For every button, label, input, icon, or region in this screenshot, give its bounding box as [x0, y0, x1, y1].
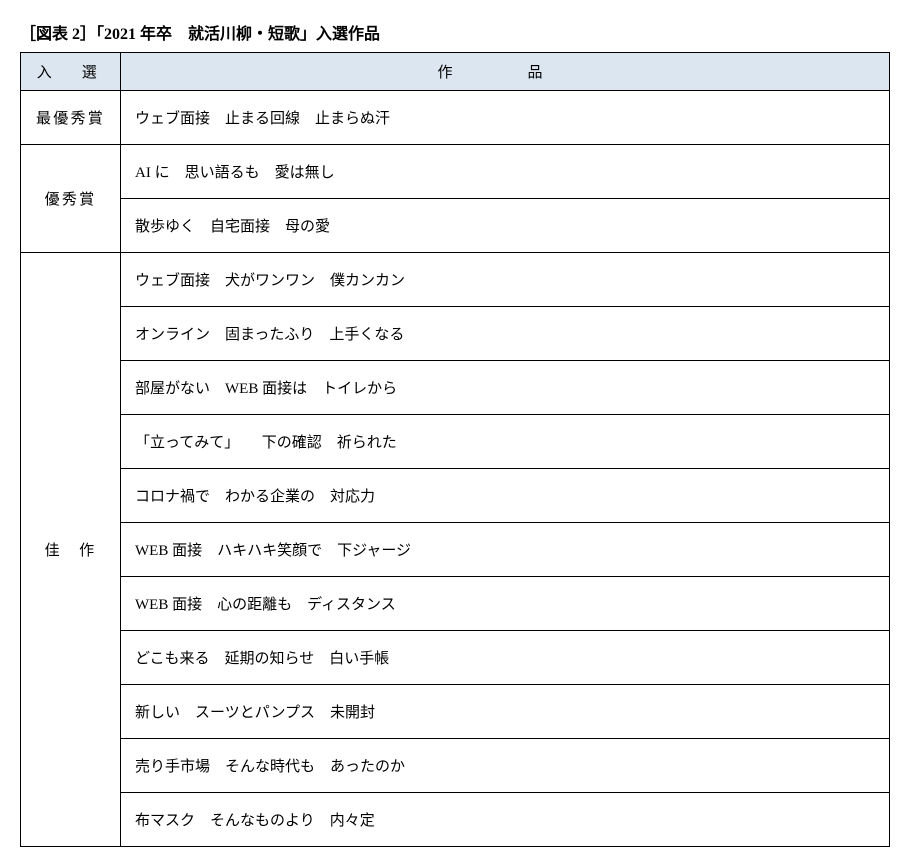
table-row: WEB 面接 心の距離も ディスタンス [21, 577, 890, 631]
table-row: どこも来る 延期の知らせ 白い手帳 [21, 631, 890, 685]
awards-table: 入 選 作 品 最優秀賞ウェブ面接 止まる回線 止まらぬ汗優秀賞AI に 思い語… [20, 52, 890, 847]
table-row: 売り手市場 そんな時代も あったのか [21, 739, 890, 793]
work-cell: 売り手市場 そんな時代も あったのか [121, 739, 890, 793]
table-row: コロナ禍で わかる企業の 対応力 [21, 469, 890, 523]
header-work: 作 品 [121, 53, 890, 91]
work-cell: ウェブ面接 止まる回線 止まらぬ汗 [121, 91, 890, 145]
work-cell: 布マスク そんなものより 内々定 [121, 793, 890, 847]
award-cell: 最優秀賞 [21, 91, 121, 145]
work-cell: AI に 思い語るも 愛は無し [121, 145, 890, 199]
table-row: オンライン 固まったふり 上手くなる [21, 307, 890, 361]
table-row: 散歩ゆく 自宅面接 母の愛 [21, 199, 890, 253]
work-cell: オンライン 固まったふり 上手くなる [121, 307, 890, 361]
table-row: 布マスク そんなものより 内々定 [21, 793, 890, 847]
table-row: 「立ってみて」 下の確認 祈られた [21, 415, 890, 469]
work-cell: WEB 面接 心の距離も ディスタンス [121, 577, 890, 631]
table-row: 最優秀賞ウェブ面接 止まる回線 止まらぬ汗 [21, 91, 890, 145]
work-cell: 「立ってみて」 下の確認 祈られた [121, 415, 890, 469]
table-header-row: 入 選 作 品 [21, 53, 890, 91]
work-cell: 新しい スーツとパンプス 未開封 [121, 685, 890, 739]
table-row: 佳 作ウェブ面接 犬がワンワン 僕カンカン [21, 253, 890, 307]
award-cell: 優秀賞 [21, 145, 121, 253]
header-award: 入 選 [21, 53, 121, 91]
table-row: 優秀賞AI に 思い語るも 愛は無し [21, 145, 890, 199]
work-cell: WEB 面接 ハキハキ笑顔で 下ジャージ [121, 523, 890, 577]
table-row: 新しい スーツとパンプス 未開封 [21, 685, 890, 739]
work-cell: どこも来る 延期の知らせ 白い手帳 [121, 631, 890, 685]
work-cell: コロナ禍で わかる企業の 対応力 [121, 469, 890, 523]
work-cell: 部屋がない WEB 面接は トイレから [121, 361, 890, 415]
work-cell: 散歩ゆく 自宅面接 母の愛 [121, 199, 890, 253]
award-cell: 佳 作 [21, 253, 121, 847]
table-row: 部屋がない WEB 面接は トイレから [21, 361, 890, 415]
figure-title: ［図表 2］「2021 年卒 就活川柳・短歌」入選作品 [20, 20, 890, 44]
table-row: WEB 面接 ハキハキ笑顔で 下ジャージ [21, 523, 890, 577]
work-cell: ウェブ面接 犬がワンワン 僕カンカン [121, 253, 890, 307]
